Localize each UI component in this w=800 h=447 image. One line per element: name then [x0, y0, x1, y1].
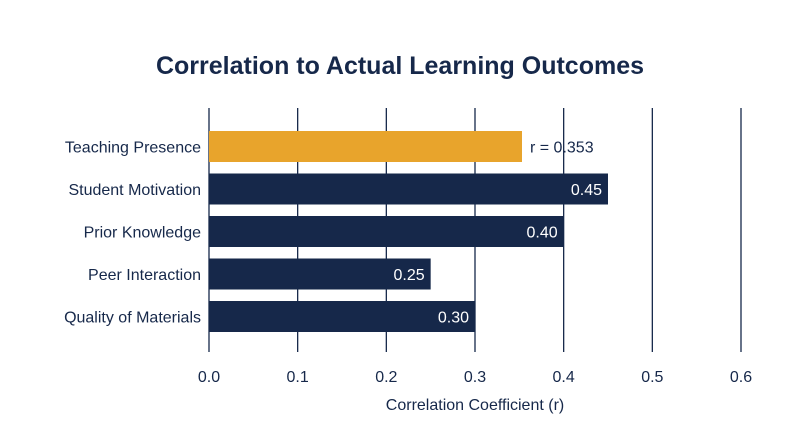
- bar: [209, 258, 431, 290]
- x-tick-label: 0.6: [730, 369, 752, 386]
- x-tick-label: 0.0: [198, 369, 220, 386]
- value-label: 0.30: [438, 310, 469, 327]
- x-tick-label: 0.3: [464, 369, 486, 386]
- category-label: Peer Interaction: [88, 267, 201, 284]
- chart-title: Correlation to Actual Learning Outcomes: [155, 52, 645, 80]
- x-tick-labels: 0.0 0.1 0.2 0.3 0.4 0.5 0.6: [198, 369, 752, 386]
- category-labels: Teaching Presence Student Motivation Prior…: [64, 140, 201, 327]
- value-label: 0.45: [571, 182, 602, 199]
- category-label: Teaching Presence: [65, 140, 201, 157]
- bar: [209, 216, 564, 247]
- x-tick-label: 0.2: [375, 369, 397, 386]
- value-label: r = 0.353: [530, 140, 594, 157]
- value-label: 0.25: [394, 267, 425, 284]
- bar: [209, 173, 608, 205]
- x-axis-title: Correlation Coefficient (r): [386, 397, 564, 414]
- value-label: 0.40: [527, 225, 558, 242]
- x-tick-label: 0.5: [641, 369, 663, 386]
- bar: [209, 131, 522, 162]
- bars: [209, 131, 608, 332]
- category-label: Prior Knowledge: [84, 225, 202, 242]
- bar: [209, 301, 475, 332]
- x-tick-label: 0.1: [287, 369, 309, 386]
- category-label: Student Motivation: [68, 182, 201, 199]
- category-label: Quality of Materials: [64, 310, 201, 327]
- value-labels: r = 0.353 0.45 0.40 0.25 0.30: [394, 140, 603, 327]
- x-tick-label: 0.4: [553, 369, 575, 386]
